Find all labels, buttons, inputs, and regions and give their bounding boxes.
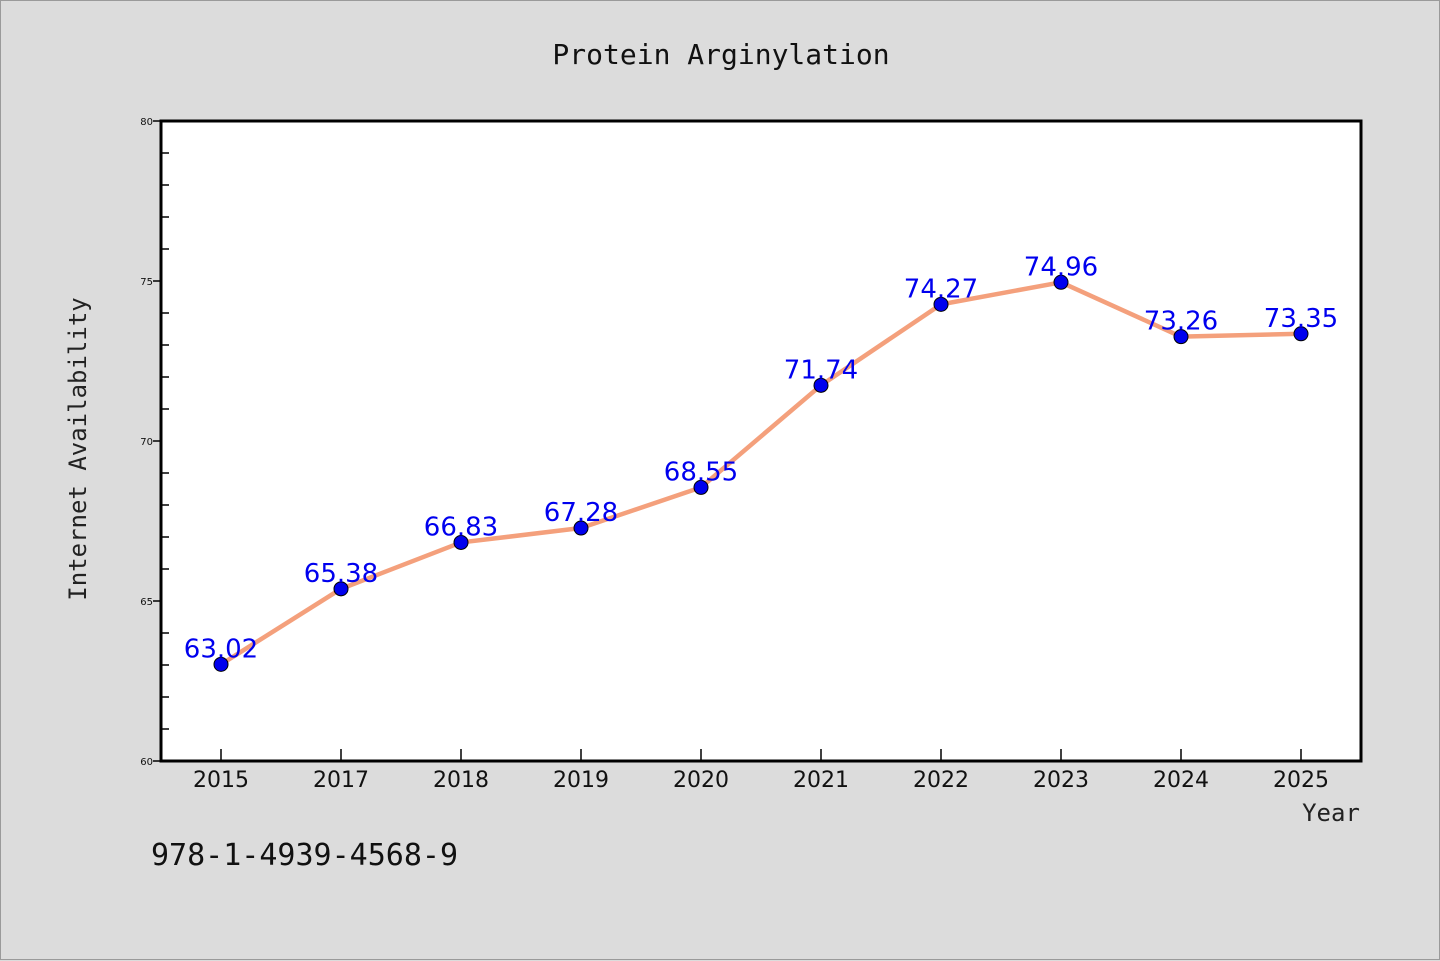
data-point xyxy=(1053,274,1069,290)
footer-code: 978-1-4939-4568-9 xyxy=(151,838,458,873)
data-point xyxy=(213,656,229,672)
x-axis-label: Year xyxy=(1302,799,1360,827)
y-tick-label: 70 xyxy=(140,437,153,448)
x-tick-label: 2025 xyxy=(1273,768,1329,793)
x-tick-label: 2021 xyxy=(793,768,849,793)
y-axis: 60 65 70 75 80 xyxy=(140,117,169,768)
data-label: 71.74 xyxy=(784,355,858,385)
y-tick-label: 60 xyxy=(140,757,153,768)
data-point xyxy=(1293,326,1309,342)
x-tick-label: 2020 xyxy=(673,768,729,793)
x-tick-label: 2017 xyxy=(313,768,369,793)
data-labels: 63.02 65.38 66.83 67.28 68.55 71.74 74.27 74.96… xyxy=(184,252,1338,664)
x-axis: 2015 2017 2018 2019 2020 2021 2022 2023 2024 2025 xyxy=(193,749,1329,793)
series-group xyxy=(213,274,1309,672)
y-tick-label: 75 xyxy=(140,277,153,288)
data-label: 74.96 xyxy=(1024,252,1098,282)
x-tick-label: 2024 xyxy=(1153,768,1209,793)
series-line xyxy=(219,280,1302,667)
x-tick-label: 2019 xyxy=(553,768,609,793)
data-label: 68.55 xyxy=(664,457,738,487)
y-axis-label: Internet Availability xyxy=(64,297,92,600)
data-point xyxy=(1173,329,1189,345)
data-point xyxy=(693,479,709,495)
data-point xyxy=(453,534,469,550)
data-label: 63.02 xyxy=(184,634,258,664)
data-point xyxy=(933,296,949,312)
data-label: 67.28 xyxy=(544,498,618,528)
x-tick-label: 2022 xyxy=(913,768,969,793)
data-label: 73.26 xyxy=(1144,307,1218,337)
data-point xyxy=(333,581,349,597)
plot-area xyxy=(159,119,1363,763)
data-point xyxy=(813,377,829,393)
data-point xyxy=(573,520,589,536)
x-tick-label: 2018 xyxy=(433,768,489,793)
data-label: 74.27 xyxy=(904,274,978,304)
x-tick-label: 2015 xyxy=(193,768,249,793)
chart-title: Protein Arginylation xyxy=(552,38,889,71)
x-tick-label: 2023 xyxy=(1033,768,1089,793)
y-tick-label: 65 xyxy=(140,597,153,608)
data-label: 66.83 xyxy=(424,512,498,542)
y-tick-label: 80 xyxy=(140,117,153,128)
data-label: 65.38 xyxy=(304,559,378,589)
data-label: 73.35 xyxy=(1264,304,1338,334)
